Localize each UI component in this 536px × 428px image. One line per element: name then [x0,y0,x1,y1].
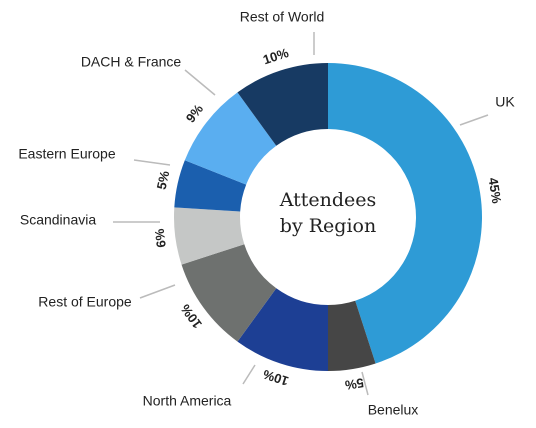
donut-slice [328,63,483,364]
leader-line [459,114,489,126]
value-label: 10% [261,45,291,67]
leader-line [242,364,256,385]
donut-slice [237,288,328,371]
leader-line [133,159,171,166]
leader-line [184,69,216,96]
chart-title: Attendees by Region [279,189,377,237]
category-label: North America [143,393,232,409]
value-label: 10% [177,301,205,331]
category-label: Scandinavia [20,212,96,228]
value-label: 45% [486,177,505,205]
donut-slice [328,300,376,371]
category-label: DACH & France [81,54,182,70]
category-label: Rest of World [240,9,325,25]
donut-slice [174,160,247,212]
donut-slice [181,244,277,342]
value-label: 10% [261,367,291,389]
donut-slice [174,207,245,265]
value-label: 5% [154,169,173,191]
donut-slice [184,92,277,185]
value-label: 6% [152,227,169,248]
category-label: Rest of Europe [38,294,132,310]
leader-line [139,284,176,299]
value-label: 5% [344,375,365,393]
leader-line [361,371,369,396]
value-label: 9% [183,101,207,125]
donut-slice [237,63,328,146]
category-label: Eastern Europe [18,146,115,162]
category-label: UK [495,94,515,110]
category-label: Benelux [368,402,419,418]
